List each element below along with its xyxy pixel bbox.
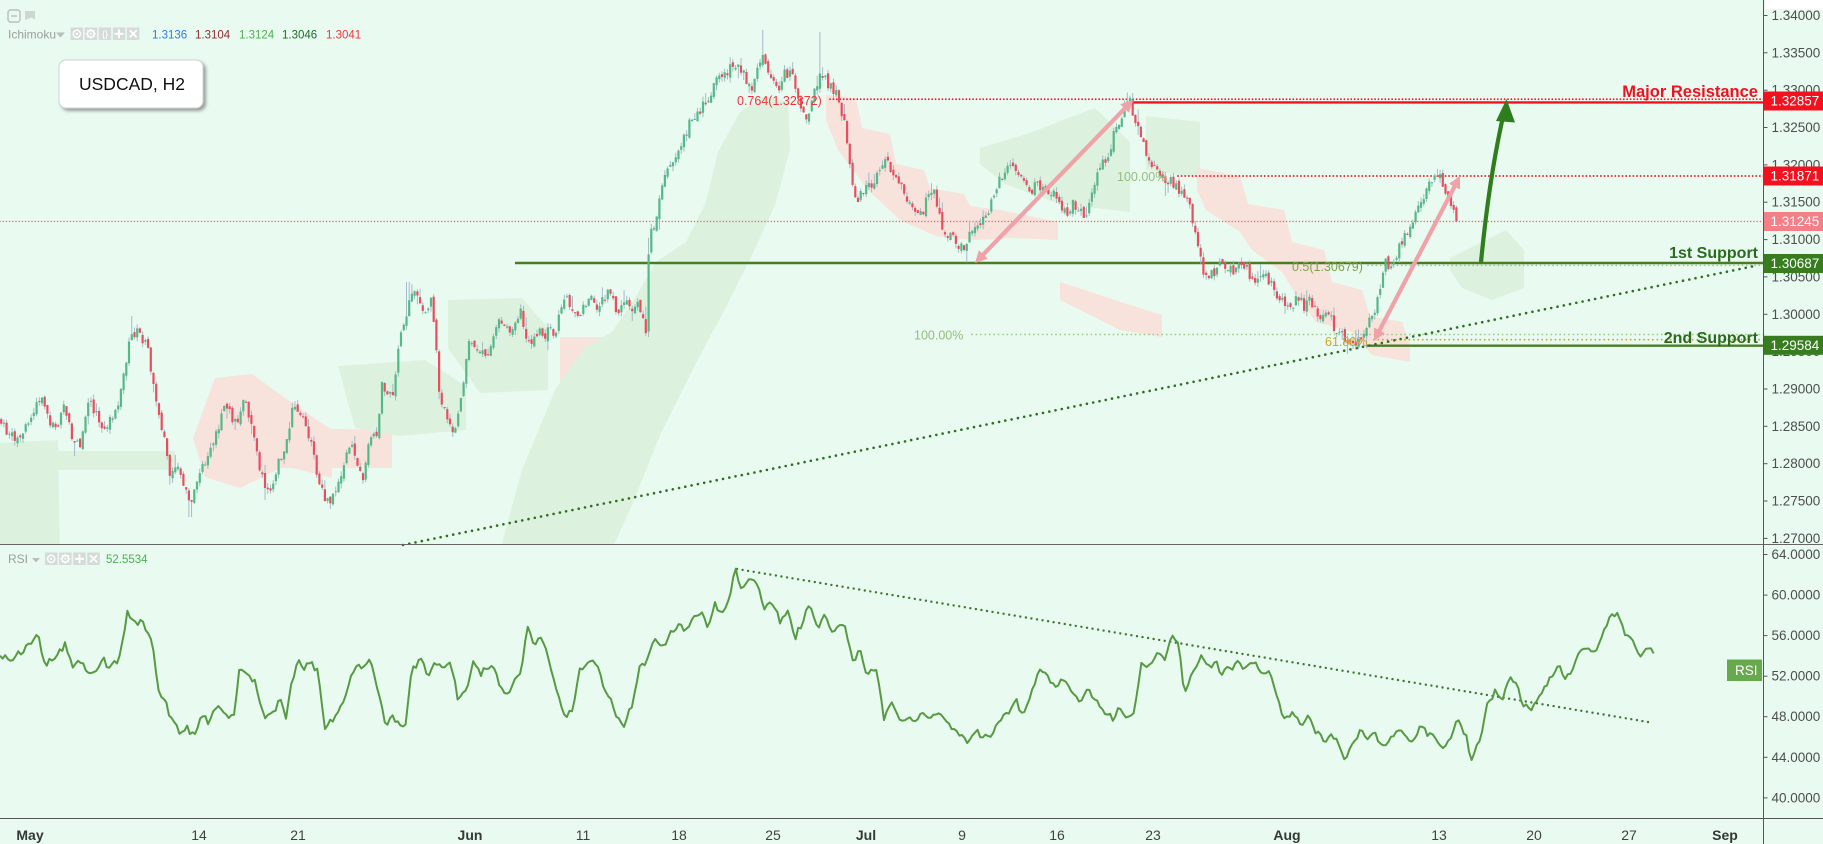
svg-text:1.27000: 1.27000 [1772,531,1821,546]
svg-text:61.80%: 61.80% [1325,335,1367,349]
svg-text:9: 9 [958,827,966,843]
svg-text:1.29000: 1.29000 [1772,382,1821,397]
svg-text:1.30000: 1.30000 [1772,307,1821,322]
svg-text:Ichimoku: Ichimoku [8,28,56,42]
svg-text:1.32500: 1.32500 [1772,120,1821,135]
svg-text:1.31245: 1.31245 [1771,214,1820,229]
svg-text:13: 13 [1431,827,1447,843]
svg-text:20: 20 [1526,827,1542,843]
svg-text:0.5(1.30679): 0.5(1.30679) [1292,260,1363,274]
svg-text:0.764(1.32872): 0.764(1.32872) [737,94,822,108]
svg-text:60.0000: 60.0000 [1772,588,1821,603]
svg-text:Jul: Jul [856,827,876,843]
svg-text:1.3046: 1.3046 [282,30,317,42]
svg-text:16: 16 [1049,827,1065,843]
svg-text:100.00%: 100.00% [1117,170,1166,184]
svg-text:1.30687: 1.30687 [1771,256,1820,271]
svg-text:56.0000: 56.0000 [1772,628,1821,643]
svg-text:40.0000: 40.0000 [1772,790,1821,805]
svg-text:1.28000: 1.28000 [1772,456,1821,471]
svg-text:48.0000: 48.0000 [1772,709,1821,724]
svg-text:52.5534: 52.5534 [106,554,148,566]
svg-text:23: 23 [1145,827,1161,843]
svg-text:1st Support: 1st Support [1669,245,1759,262]
svg-text:RSI: RSI [1735,663,1758,678]
svg-text:1.30500: 1.30500 [1772,269,1821,284]
svg-text:25: 25 [765,827,781,843]
svg-text:27: 27 [1621,827,1637,843]
svg-text:18: 18 [671,827,687,843]
svg-text:Aug: Aug [1273,827,1300,843]
svg-text:1.32857: 1.32857 [1771,94,1820,109]
svg-text:Sep: Sep [1712,827,1738,843]
svg-text:52.0000: 52.0000 [1772,669,1821,684]
svg-text:21: 21 [290,827,306,843]
svg-text:Major Resistance: Major Resistance [1622,83,1758,101]
svg-text:14: 14 [191,827,207,843]
svg-text:{}: {} [102,29,108,40]
svg-text:May: May [16,827,43,843]
svg-text:USDCAD, H2: USDCAD, H2 [79,74,185,94]
svg-text:RSI: RSI [8,552,28,566]
svg-text:100.00%: 100.00% [914,329,963,343]
svg-text:1.31500: 1.31500 [1772,195,1821,210]
svg-text:64.0000: 64.0000 [1772,547,1821,562]
svg-text:Jun: Jun [458,827,483,843]
svg-text:1.33500: 1.33500 [1772,45,1821,60]
svg-text:44.0000: 44.0000 [1772,750,1821,765]
svg-text:1.31000: 1.31000 [1772,232,1821,247]
svg-text:1.28500: 1.28500 [1772,419,1821,434]
svg-text:1.29584: 1.29584 [1771,338,1820,353]
svg-text:1.3136: 1.3136 [152,30,187,42]
svg-text:1.3124: 1.3124 [239,30,275,42]
svg-text:2nd Support: 2nd Support [1664,330,1759,347]
svg-text:1.34000: 1.34000 [1772,8,1821,23]
svg-text:11: 11 [576,827,591,843]
svg-text:1.27500: 1.27500 [1772,494,1821,509]
svg-text:1.31871: 1.31871 [1771,169,1820,184]
svg-text:1.3041: 1.3041 [326,30,361,42]
svg-text:1.3104: 1.3104 [195,30,231,42]
